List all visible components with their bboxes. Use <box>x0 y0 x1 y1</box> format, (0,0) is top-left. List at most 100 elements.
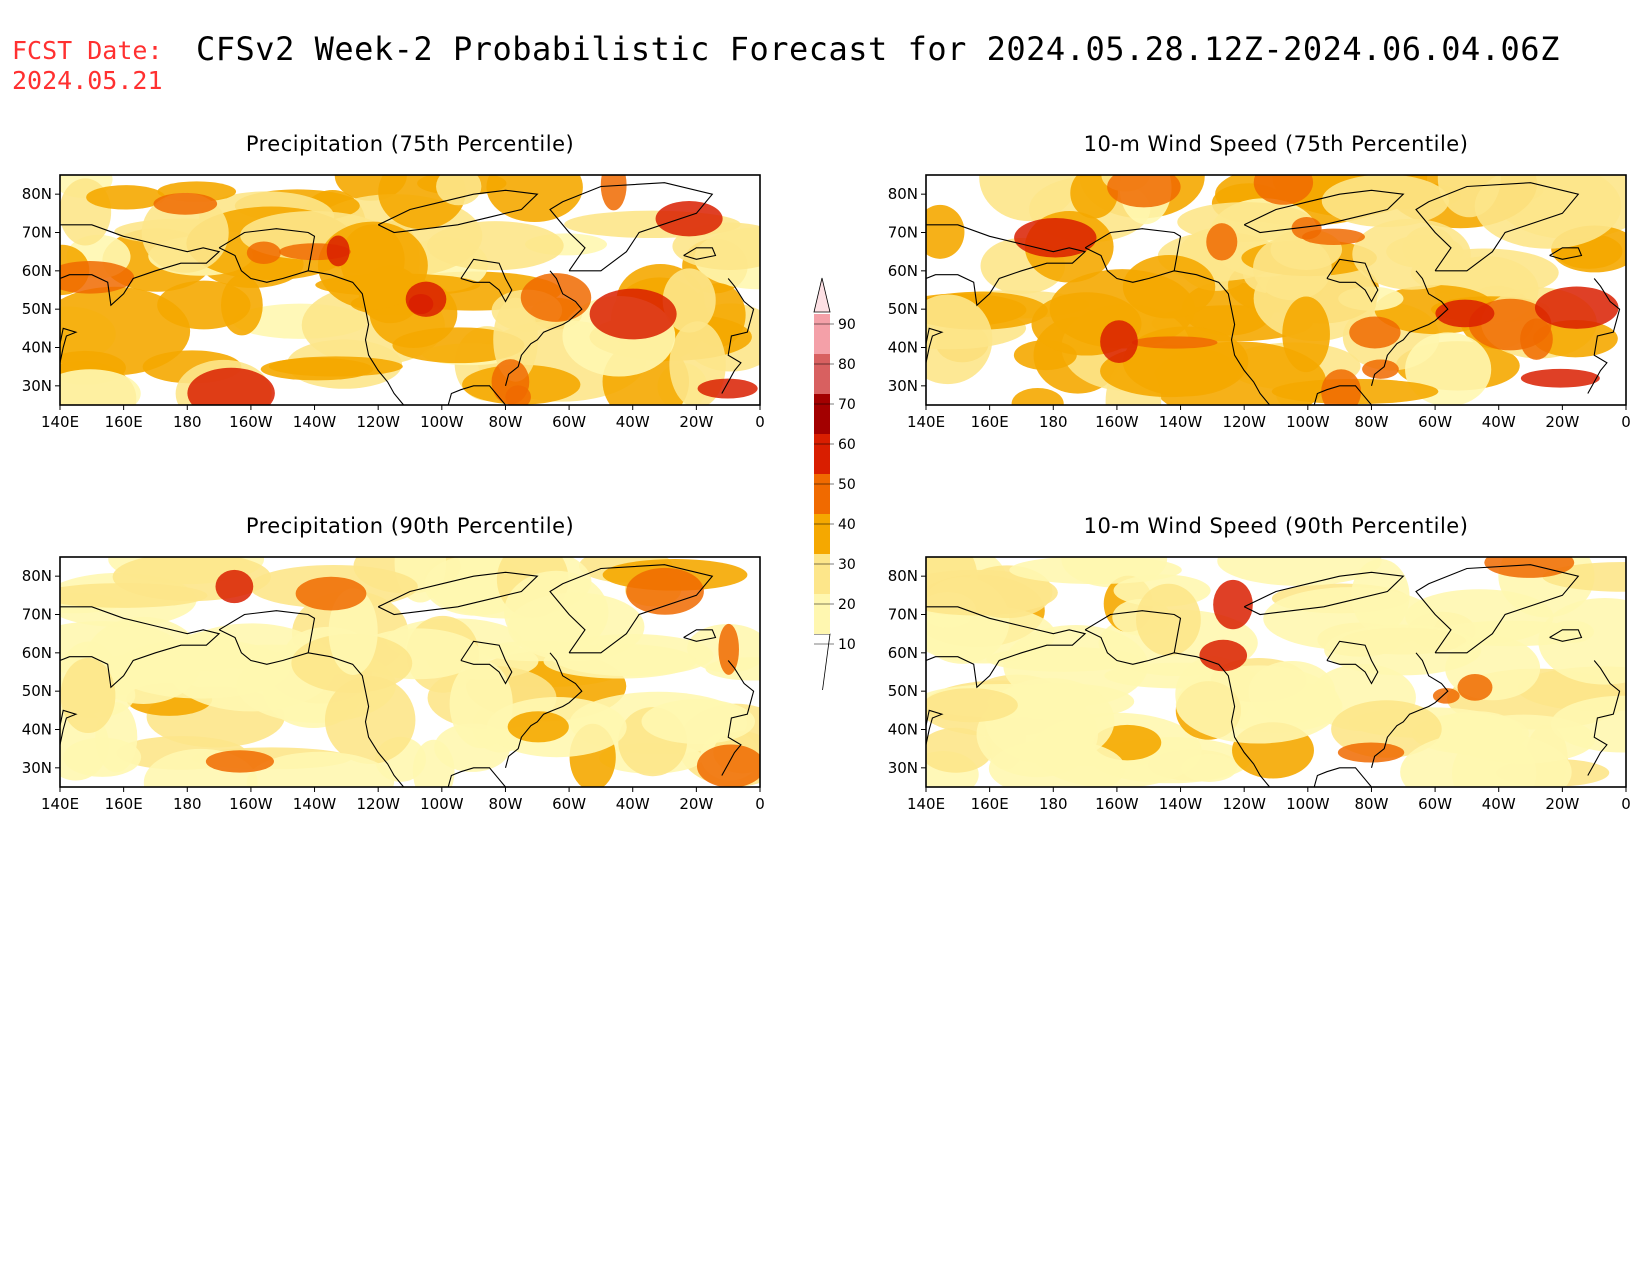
lon-tick-label: 140W <box>293 795 337 813</box>
colorbar-top-tip <box>813 277 831 313</box>
lon-tick-label: 180 <box>1039 413 1068 431</box>
lon-tick-label: 140E <box>907 413 945 431</box>
lon-tick-label: 0 <box>755 795 765 813</box>
lon-tick-label: 120W <box>1222 795 1266 813</box>
lat-tick-label: 60N <box>22 644 52 662</box>
lon-tick-label: 140E <box>41 795 79 813</box>
lon-tick-label: 140W <box>1159 413 1203 431</box>
lat-tick-label: 50N <box>22 682 52 700</box>
lat-tick-label: 30N <box>888 759 918 777</box>
lat-tick-label: 30N <box>888 377 918 395</box>
lat-tick-label: 80N <box>22 185 52 203</box>
lon-tick-label: 180 <box>173 795 202 813</box>
lon-tick-label: 20W <box>679 795 713 813</box>
lon-tick-label: 20W <box>1545 795 1579 813</box>
colorbar-swatch <box>814 514 830 554</box>
lon-tick-label: 120W <box>1222 413 1266 431</box>
lon-tick-label: 80W <box>488 795 522 813</box>
lon-tick-label: 160W <box>1095 413 1139 431</box>
lat-tick-label: 40N <box>888 721 918 739</box>
lon-tick-label: 160W <box>229 413 273 431</box>
panel-title-wind90: 10-m Wind Speed (90th Percentile) <box>1083 514 1469 538</box>
lat-tick-label: 50N <box>22 300 52 318</box>
lon-tick-label: 140W <box>1159 795 1203 813</box>
lon-tick-label: 180 <box>173 413 202 431</box>
lon-tick-label: 60W <box>552 795 586 813</box>
lat-tick-label: 60N <box>888 262 918 280</box>
lon-tick-label: 40W <box>616 413 650 431</box>
lon-tick-label: 40W <box>1482 795 1516 813</box>
lat-tick-label: 40N <box>22 339 52 357</box>
lon-tick-label: 60W <box>1418 795 1452 813</box>
lat-tick-label: 30N <box>22 759 52 777</box>
lat-tick-label: 70N <box>888 606 918 624</box>
colorbar-label: 20 <box>838 597 856 613</box>
lon-tick-label: 80W <box>1354 795 1388 813</box>
colorbar-swatch <box>814 394 830 434</box>
lat-tick-label: 70N <box>888 224 918 242</box>
main-title: CFSv2 Week-2 Probabilistic Forecast for … <box>196 30 1560 68</box>
lat-tick-label: 50N <box>888 300 918 318</box>
panel-title-precip75: Precipitation (75th Percentile) <box>245 132 575 156</box>
lon-tick-label: 180 <box>1039 795 1068 813</box>
map-frame <box>59 174 761 406</box>
colorbar-label: 90 <box>838 317 856 333</box>
forecast-date-label: FCST Date: 2024.05.21 <box>12 36 163 96</box>
colorbar-label: 40 <box>838 517 856 533</box>
panel-title-wind75: 10-m Wind Speed (75th Percentile) <box>1083 132 1469 156</box>
colorbar-label: 70 <box>838 397 856 413</box>
lat-tick-label: 80N <box>888 185 918 203</box>
lat-tick-label: 30N <box>22 377 52 395</box>
colorbar-label: 30 <box>838 557 856 573</box>
lon-tick-label: 140E <box>41 413 79 431</box>
lon-tick-label: 120W <box>356 795 400 813</box>
colorbar-swatch <box>814 314 830 354</box>
lat-tick-label: 70N <box>22 224 52 242</box>
lon-tick-label: 0 <box>1621 413 1631 431</box>
lon-tick-label: 20W <box>1545 413 1579 431</box>
lon-tick-label: 60W <box>552 413 586 431</box>
lat-tick-label: 40N <box>888 339 918 357</box>
lon-tick-label: 100W <box>1286 795 1330 813</box>
lon-tick-label: 20W <box>679 413 713 431</box>
colorbar-swatch <box>814 474 830 514</box>
lon-tick-label: 160W <box>1095 795 1139 813</box>
colorbar-label: 10 <box>838 637 856 653</box>
colorbar-bottom-tip <box>814 633 831 695</box>
colorbar-swatch <box>814 354 830 394</box>
lat-tick-label: 60N <box>22 262 52 280</box>
colorbar-swatch <box>814 434 830 474</box>
lat-tick-label: 40N <box>22 721 52 739</box>
lon-tick-label: 160E <box>105 413 143 431</box>
lat-tick-label: 60N <box>888 644 918 662</box>
lon-tick-label: 40W <box>1482 413 1516 431</box>
colorbar-label: 60 <box>838 437 856 453</box>
lat-tick-label: 80N <box>22 567 52 585</box>
lon-tick-label: 0 <box>1621 795 1631 813</box>
lat-tick-label: 80N <box>888 567 918 585</box>
lon-tick-label: 160E <box>971 795 1009 813</box>
lon-tick-label: 100W <box>420 795 464 813</box>
colorbar-label: 50 <box>838 477 856 493</box>
lon-tick-label: 80W <box>488 413 522 431</box>
lon-tick-label: 120W <box>356 413 400 431</box>
map-frame <box>59 556 761 788</box>
fcst-date: 2024.05.21 <box>12 66 163 95</box>
lon-tick-label: 140W <box>293 413 337 431</box>
lon-tick-label: 40W <box>616 795 650 813</box>
map-frame <box>925 556 1627 788</box>
lon-tick-label: 100W <box>1286 413 1330 431</box>
lon-tick-label: 60W <box>1418 413 1452 431</box>
lat-tick-label: 50N <box>888 682 918 700</box>
lon-tick-label: 140E <box>907 795 945 813</box>
fcst-label: FCST Date: <box>12 36 163 65</box>
lat-tick-label: 70N <box>22 606 52 624</box>
lon-tick-label: 0 <box>755 413 765 431</box>
lon-tick-label: 160W <box>229 795 273 813</box>
lon-tick-label: 160E <box>105 795 143 813</box>
colorbar-label: 80 <box>838 357 856 373</box>
lon-tick-label: 100W <box>420 413 464 431</box>
colorbar-swatch <box>814 554 830 594</box>
colorbar: 90 80 70 60 50 40 30 20 10 <box>796 270 876 695</box>
colorbar-swatch <box>814 594 830 634</box>
